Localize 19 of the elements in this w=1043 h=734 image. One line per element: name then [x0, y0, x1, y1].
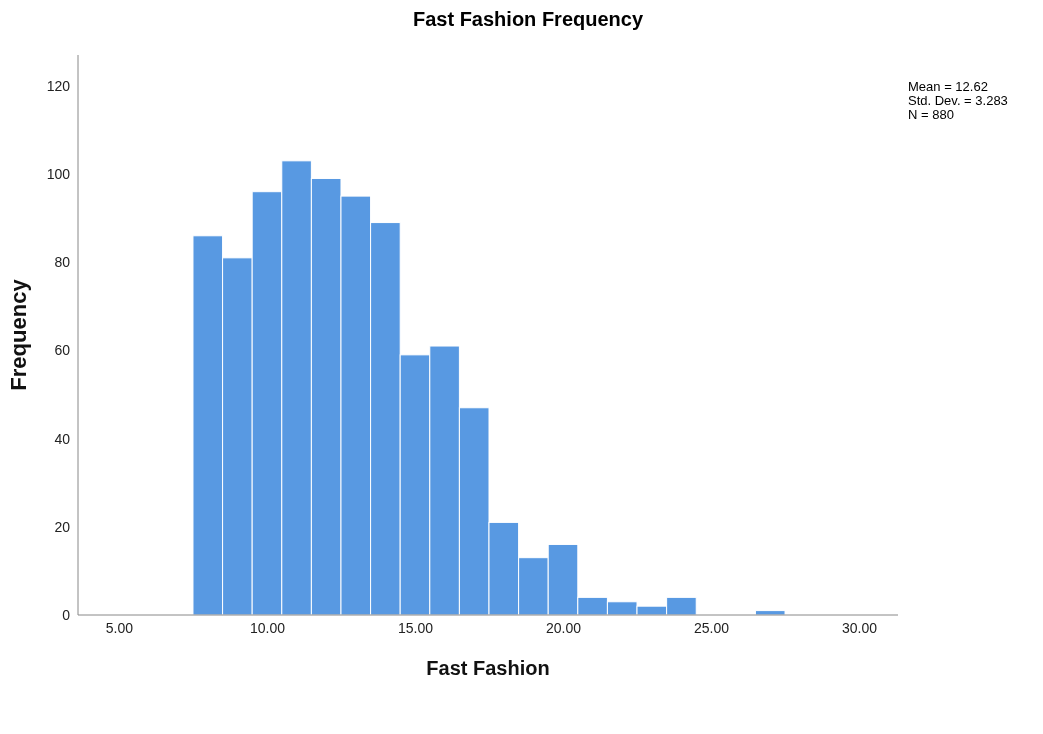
y-tick-label: 80	[54, 254, 71, 271]
y-tick-label: 100	[46, 166, 71, 183]
x-tick-label: 10.00	[249, 619, 286, 636]
text: Std. Dev. = 3.283	[908, 93, 1009, 108]
x-tick-label: 30.00	[841, 619, 878, 636]
x-tick-label: 25.00	[693, 619, 730, 636]
y-tick-label: 120	[46, 77, 71, 94]
x-tick-label: 20.00	[545, 619, 582, 636]
y-tick-label: 40	[54, 430, 71, 447]
x-tick-label: 15.00	[397, 619, 434, 636]
x-tick-label: 5.00	[105, 619, 134, 636]
y-tick-label: 60	[54, 342, 71, 359]
text: N = 880	[908, 107, 955, 122]
y-tick-label: 0	[62, 606, 71, 623]
y-tick-label: 20	[54, 518, 71, 535]
text: Mean = 12.62	[908, 79, 989, 94]
chart-title: Fast Fashion Frequency	[411, 8, 645, 31]
y-axis-title: Frequency	[5, 278, 31, 391]
x-axis-title: Fast Fashion	[426, 657, 550, 679]
